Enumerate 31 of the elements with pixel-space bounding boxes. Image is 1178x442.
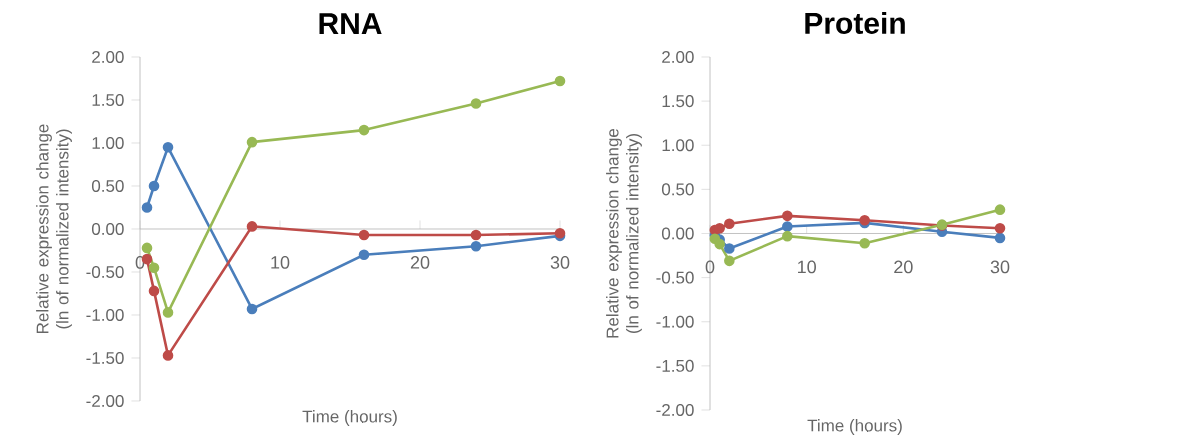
- x-tick-label: 30: [990, 260, 1010, 274]
- y-tick-label: -1.00: [86, 308, 124, 321]
- x-tick-label: 20: [894, 260, 913, 274]
- y-tick-label: -1.50: [86, 351, 124, 364]
- y-tick-label: 1.50: [92, 93, 124, 106]
- x-tick-label: 20: [410, 256, 430, 269]
- y-tick-label: 1.00: [92, 136, 124, 149]
- y-axis-title: Relative expression change (ln of normalized intensity): [606, 128, 642, 338]
- y-tick-label: 0.00: [661, 227, 694, 240]
- y-tick-label: -0.50: [656, 271, 694, 284]
- x-axis-title: Time (hours): [302, 410, 397, 426]
- y-tick-label: -2.00: [86, 394, 124, 407]
- y-tick-label: 0.00: [91, 222, 124, 235]
- x-tick-label: 30: [550, 256, 570, 269]
- y-tick-label: 1.50: [662, 95, 694, 108]
- y-tick-label: 2.00: [662, 50, 694, 63]
- y-tick-label: -2.00: [656, 403, 694, 416]
- y-tick-label: -1.00: [656, 315, 694, 328]
- chart-title: Protein: [805, 11, 905, 34]
- y-tick-label: 2.00: [92, 50, 124, 63]
- x-axis-title: Time (hours): [807, 419, 902, 435]
- chart-title: RNA: [319, 13, 382, 34]
- y-tick-label: -1.50: [656, 359, 694, 372]
- y-tick-label: 0.50: [91, 179, 124, 192]
- y-tick-label: 0.50: [661, 183, 694, 196]
- y-tick-label: 1.00: [662, 139, 694, 152]
- y-tick-label: -0.50: [86, 265, 124, 278]
- y-axis-title: Relative expression change (ln of normalized intensity): [36, 124, 72, 333]
- x-tick-label: 10: [271, 256, 290, 269]
- x-tick-label: 0: [705, 260, 715, 274]
- x-tick-label: 10: [798, 260, 816, 274]
